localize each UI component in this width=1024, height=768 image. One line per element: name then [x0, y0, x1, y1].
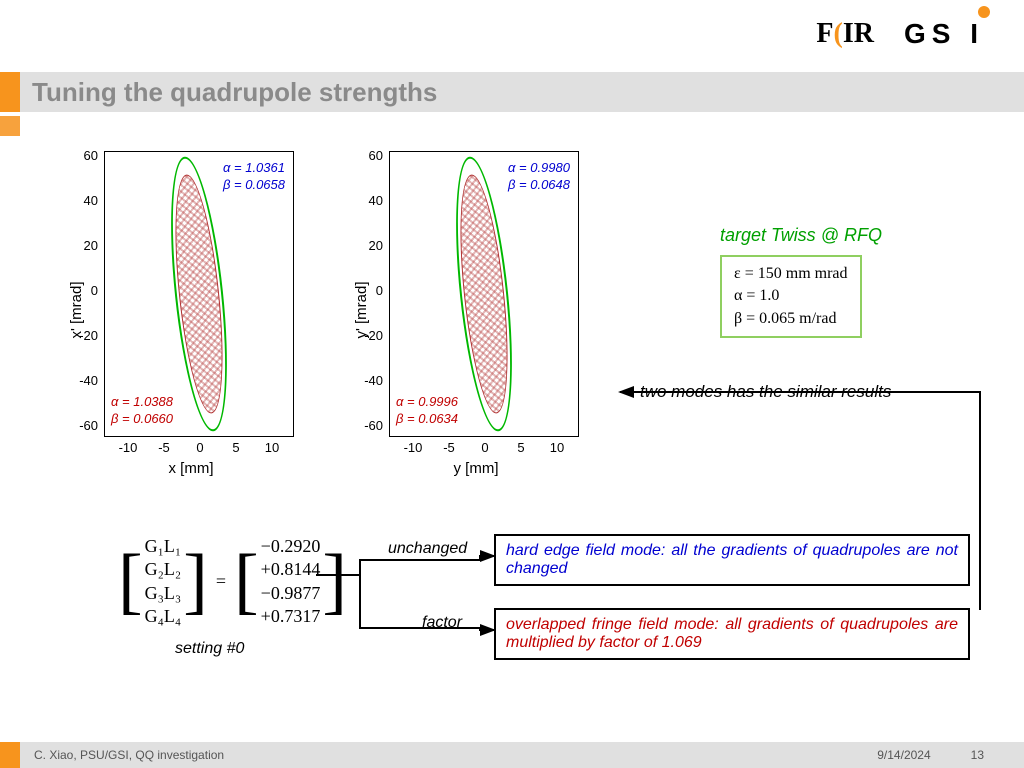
tick: 20 — [72, 238, 98, 253]
matrix-left-col: G₁L₁G₂L₂ G₃L₃G₄L₄ — [143, 535, 184, 629]
tick: 20 — [357, 238, 383, 253]
matrix-right-col: −0.2920+0.8144 −0.9877+0.7317 — [259, 535, 323, 629]
tick: -5 — [158, 440, 170, 455]
tick: -60 — [72, 418, 98, 433]
tick: -40 — [72, 373, 98, 388]
plot-x-anno-blue: α = 1.0361β = 0.0658 — [223, 160, 285, 194]
tick: 5 — [232, 440, 239, 455]
tick: -10 — [404, 440, 423, 455]
title-accent — [0, 72, 20, 112]
label-unchanged: unchanged — [388, 540, 467, 558]
plot-y: α = 0.9980β = 0.0648 α = 0.9996β = 0.063… — [335, 145, 590, 475]
label-factor: factor — [422, 614, 462, 632]
footer: C. Xiao, PSU/GSI, QQ investigation 9/14/… — [0, 742, 1024, 768]
plot-y-anno-blue: α = 0.9980β = 0.0648 — [508, 160, 570, 194]
tick: -60 — [357, 418, 383, 433]
plot-x-anno-red: α = 1.0388β = 0.0660 — [111, 394, 173, 428]
twiss-box: ε = 150 mm mrad α = 1.0 β = 0.065 m/rad — [720, 255, 862, 338]
gradient-vector: [ G₁L₁G₂L₂ G₃L₃G₄L₄ ] = [ −0.2920+0.8144… — [118, 535, 347, 629]
twiss-alpha: α = 1.0 — [734, 285, 848, 307]
tick: 5 — [517, 440, 524, 455]
tick: 10 — [550, 440, 564, 455]
plot-x-xlabel: x [mm] — [169, 460, 214, 477]
twiss-beta: β = 0.065 m/rad — [734, 308, 848, 330]
mode-blue-box: hard edge field mode: all the gradients … — [494, 534, 970, 586]
plot-y-ylabel: y' [mrad] — [353, 281, 370, 338]
plot-x-ylabel: x' [mrad] — [68, 281, 85, 338]
equals: = — [216, 571, 226, 592]
tick: 40 — [357, 193, 383, 208]
tick: 40 — [72, 193, 98, 208]
tick: -40 — [357, 373, 383, 388]
title-bar: Tuning the quadrupole strengths — [0, 72, 1024, 112]
slide-title: Tuning the quadrupole strengths — [32, 77, 437, 108]
tick: 0 — [481, 440, 488, 455]
tick: 0 — [196, 440, 203, 455]
tick: 60 — [72, 148, 98, 163]
plot-x-frame: α = 1.0361β = 0.0658 α = 1.0388β = 0.066… — [104, 151, 294, 437]
footer-author: C. Xiao, PSU/GSI, QQ investigation — [34, 748, 224, 762]
tick: -5 — [443, 440, 455, 455]
twiss-eps: ε = 150 mm mrad — [734, 263, 848, 285]
modes-note: two modes has the similar results — [640, 382, 891, 402]
setting-label: setting #0 — [175, 640, 244, 658]
footer-accent — [0, 742, 20, 768]
fair-logo: F(IR — [816, 18, 874, 50]
mode-red-box: overlapped fringe field mode: all gradie… — [494, 608, 970, 660]
footer-page: 13 — [971, 748, 984, 762]
plot-y-frame: α = 0.9980β = 0.0648 α = 0.9996β = 0.063… — [389, 151, 579, 437]
phase-space-plots: α = 1.0361β = 0.0658 α = 1.0388β = 0.066… — [50, 145, 590, 475]
twiss-label: target Twiss @ RFQ — [720, 225, 882, 246]
footer-date: 9/14/2024 — [877, 748, 930, 762]
side-accent — [0, 116, 20, 136]
logos: F(IR GS I — [816, 18, 984, 50]
tick: -10 — [119, 440, 138, 455]
tick: 10 — [265, 440, 279, 455]
plot-y-xlabel: y [mm] — [454, 460, 499, 477]
plot-y-anno-red: α = 0.9996β = 0.0634 — [396, 394, 458, 428]
gsi-logo: GS I — [904, 18, 984, 50]
plot-x: α = 1.0361β = 0.0658 α = 1.0388β = 0.066… — [50, 145, 305, 475]
tick: 60 — [357, 148, 383, 163]
